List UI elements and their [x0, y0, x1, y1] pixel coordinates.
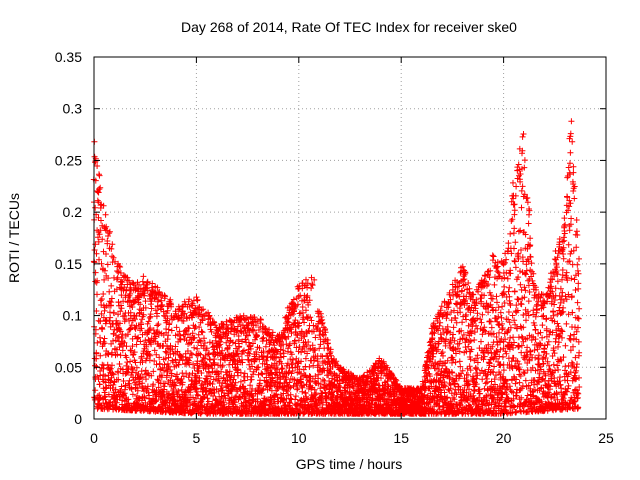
y-tick-label: 0.35 — [55, 49, 82, 65]
y-axis-label: ROTI / TECUs — [6, 193, 22, 283]
axis-ticks: 0 5 10 15 20 25 0 0.05 0.1 0.15 0.2 0.25 0.3 0.35 — [55, 49, 614, 446]
x-tick-label: 5 — [193, 430, 201, 446]
y-tick-label: 0.25 — [55, 152, 82, 168]
x-tick-label: 20 — [496, 430, 512, 446]
y-tick-label: 0.2 — [63, 204, 83, 220]
y-tick-label: 0 — [74, 411, 82, 427]
y-tick-label: 0.15 — [55, 256, 82, 272]
x-axis-label: GPS time / hours — [296, 456, 403, 472]
plot-frame — [93, 56, 607, 420]
x-tick-label: 15 — [393, 430, 409, 446]
data-points — [90, 118, 583, 417]
roti-series — [90, 118, 583, 417]
y-tick-label: 0.1 — [63, 308, 83, 324]
y-tick-label: 0.3 — [63, 101, 83, 117]
chart-title: Day 268 of 2014, Rate Of TEC Index for r… — [181, 19, 517, 35]
grid-lines — [94, 57, 606, 419]
x-tick-label: 0 — [90, 430, 98, 446]
x-tick-label: 25 — [598, 430, 614, 446]
x-tick-label: 10 — [291, 430, 307, 446]
y-tick-label: 0.05 — [55, 359, 82, 375]
